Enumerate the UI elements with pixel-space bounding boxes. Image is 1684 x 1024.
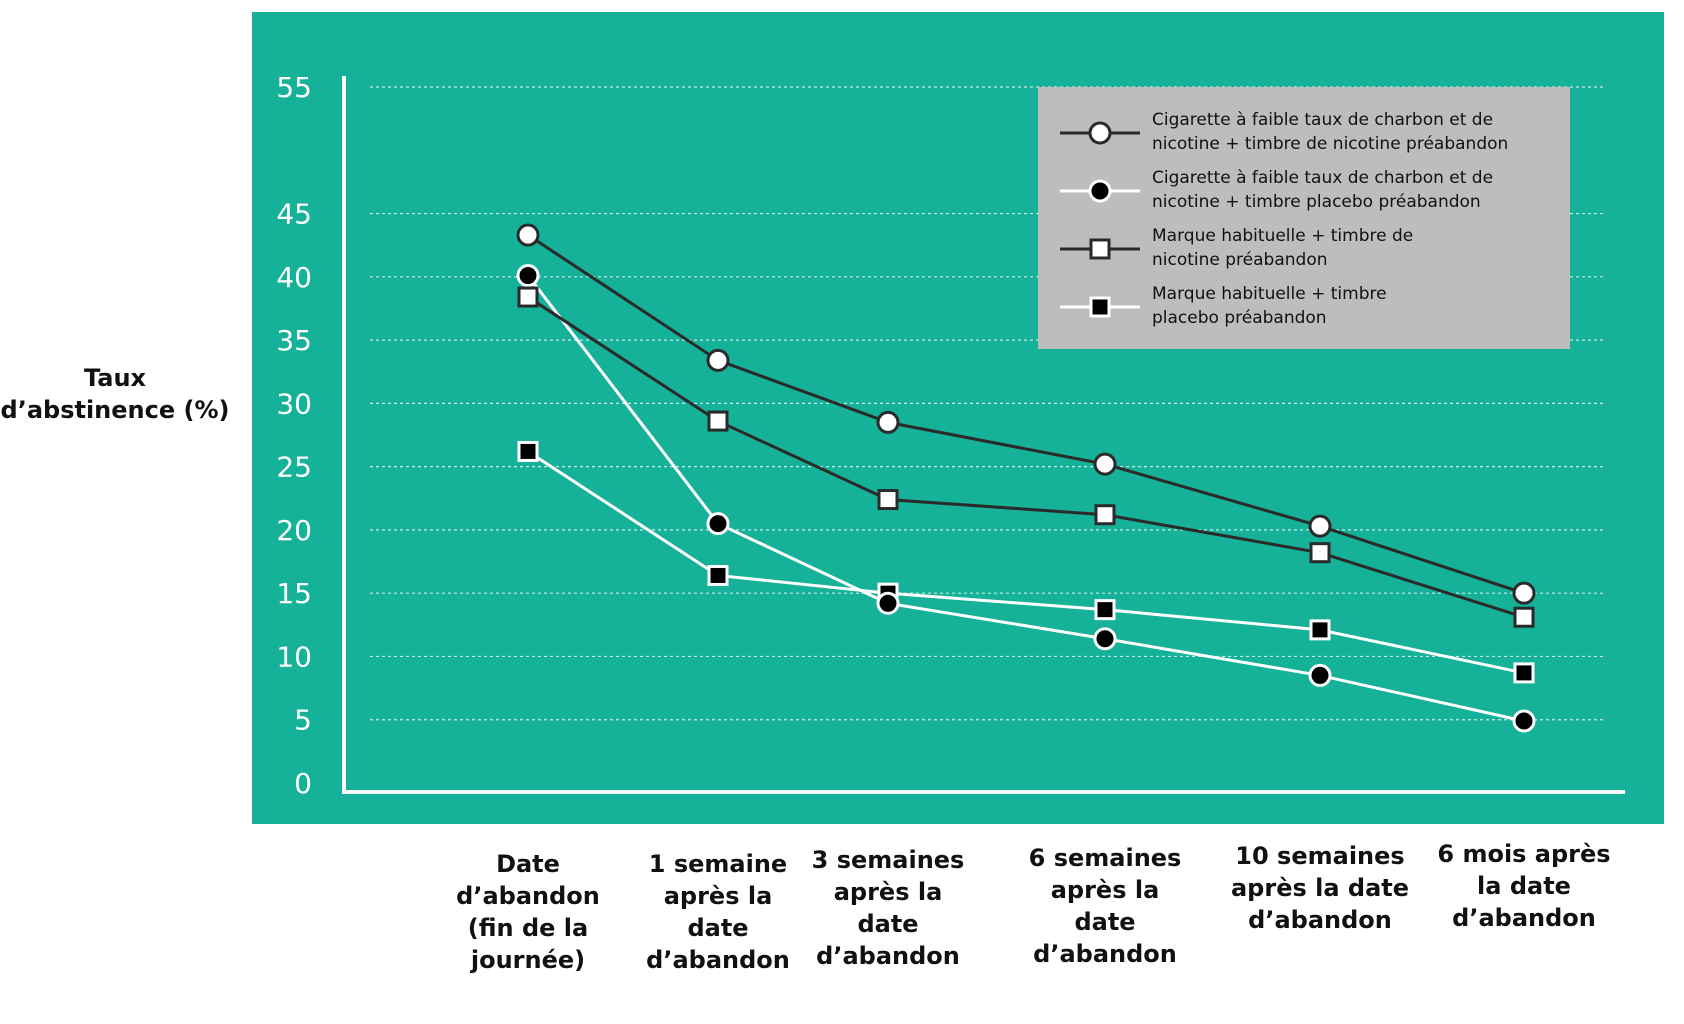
data-point xyxy=(1309,619,1331,641)
y-tick-label: 15 xyxy=(276,577,312,610)
x-tick-label-line: 6 semaines xyxy=(1029,844,1182,872)
x-tick-label: 1 semaine après la date d’abandon xyxy=(646,850,790,974)
legend-label-line: Marque habituelle + timbre de xyxy=(1152,226,1413,246)
y-tick-label: 35 xyxy=(276,324,312,357)
legend-label-line: nicotine + timbre placebo préabandon xyxy=(1152,192,1481,212)
x-tick-label-line: 1 semaine xyxy=(649,850,787,878)
legend-marker xyxy=(1089,238,1111,260)
legend-box xyxy=(1038,87,1570,349)
series-line xyxy=(526,274,1525,723)
x-tick-label-line: date xyxy=(687,914,748,942)
data-point xyxy=(706,348,730,372)
legend-label: Cigarette à faible taux de charbon et de… xyxy=(1152,168,1493,212)
x-tick-label-line: 6 mois après xyxy=(1437,840,1610,868)
y-tick-label: 0 xyxy=(294,767,312,800)
data-point xyxy=(1308,514,1332,538)
data-point xyxy=(516,223,540,247)
data-point xyxy=(1308,663,1332,687)
data-point xyxy=(707,410,729,432)
x-tick-label-line: après la date xyxy=(1231,874,1409,902)
data-point xyxy=(876,410,900,434)
x-tick-label-line: après la xyxy=(1051,876,1160,904)
legend-label-line: Cigarette à faible taux de charbon et de xyxy=(1152,110,1493,130)
x-tick-label-line: après la xyxy=(834,878,943,906)
x-tick-label-line: d’abandon xyxy=(1248,906,1392,934)
legend-marker xyxy=(1089,296,1111,318)
x-tick-label-line: Date xyxy=(496,850,560,878)
data-point xyxy=(1094,599,1116,621)
y-tick-label: 5 xyxy=(294,704,312,737)
y-axis-title-line: d’abstinence (%) xyxy=(1,396,230,424)
series-line xyxy=(527,450,1525,675)
legend-label: Marque habituelle + timbre placebo préaba… xyxy=(1152,284,1387,328)
data-point xyxy=(1309,542,1331,564)
y-tick-label: 20 xyxy=(276,514,312,547)
x-tick-label-line: d’abandon xyxy=(1452,904,1596,932)
series-line xyxy=(527,295,1525,619)
data-point xyxy=(517,440,539,462)
series-line xyxy=(527,233,1525,595)
legend-label: Cigarette à faible taux de charbon et de… xyxy=(1152,110,1508,154)
x-tick-label: 6 mois après la date d’abandon xyxy=(1437,840,1610,932)
legend-marker xyxy=(1088,121,1112,145)
data-point xyxy=(1093,452,1117,476)
x-tick-label-line: journée) xyxy=(470,946,585,974)
data-point xyxy=(876,591,900,615)
x-tick-label-line: date xyxy=(1074,908,1135,936)
data-point xyxy=(1093,627,1117,651)
data-point xyxy=(706,512,730,536)
y-tick-label: 30 xyxy=(276,387,312,420)
legend-label-line: Cigarette à faible taux de charbon et de xyxy=(1152,168,1493,188)
data-point xyxy=(1512,581,1536,605)
y-tick-label: 25 xyxy=(276,451,312,484)
data-point xyxy=(707,564,729,586)
x-tick-label-line: 10 semaines xyxy=(1235,842,1404,870)
y-axis-title: Taux d’abstinence (%) xyxy=(1,364,230,424)
data-point xyxy=(517,286,539,308)
legend-label-line: nicotine préabandon xyxy=(1152,250,1328,270)
legend-label: Marque habituelle + timbre de nicotine pr… xyxy=(1152,226,1413,270)
data-point xyxy=(1512,709,1536,733)
x-tick-label-line: d’abandon xyxy=(646,946,790,974)
x-tick-label-line: d’abandon xyxy=(816,942,960,970)
y-tick-label: 40 xyxy=(276,261,312,294)
data-point xyxy=(516,264,540,288)
legend-marker xyxy=(1088,179,1112,203)
data-point xyxy=(877,489,899,511)
y-tick-label: 55 xyxy=(276,71,312,104)
x-tick-label: 10 semaines après la date d’abandon xyxy=(1231,842,1409,934)
x-tick-label-line: 3 semaines xyxy=(812,846,965,874)
x-tick-label-line: (fin de la xyxy=(468,914,588,942)
data-point xyxy=(1094,504,1116,526)
legend-label-line: nicotine + timbre de nicotine préabandon xyxy=(1152,134,1508,154)
y-tick-label: 45 xyxy=(276,198,312,231)
data-point xyxy=(1513,606,1535,628)
x-tick-label: 6 semaines après la date d’abandon xyxy=(1029,844,1182,968)
x-tick-label-line: date xyxy=(857,910,918,938)
x-tick-label: Date d’abandon (fin de la journée) xyxy=(456,850,600,974)
x-tick-label: 3 semaines après la date d’abandon xyxy=(812,846,965,970)
legend-label-line: placebo préabandon xyxy=(1152,308,1327,328)
x-tick-label-line: après la xyxy=(664,882,773,910)
x-tick-label-line: d’abandon xyxy=(1033,940,1177,968)
x-tick-label-line: d’abandon xyxy=(456,882,600,910)
y-axis-title-line: Taux xyxy=(84,364,147,392)
y-tick-label: 10 xyxy=(276,640,312,673)
x-tick-label-line: la date xyxy=(1477,872,1571,900)
legend-label-line: Marque habituelle + timbre xyxy=(1152,284,1387,304)
data-point xyxy=(1513,662,1535,684)
